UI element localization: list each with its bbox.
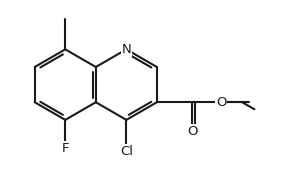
Text: O: O — [216, 96, 226, 109]
Text: N: N — [122, 43, 131, 56]
Text: F: F — [62, 142, 69, 155]
Text: Cl: Cl — [120, 145, 133, 158]
Text: O: O — [187, 125, 197, 138]
